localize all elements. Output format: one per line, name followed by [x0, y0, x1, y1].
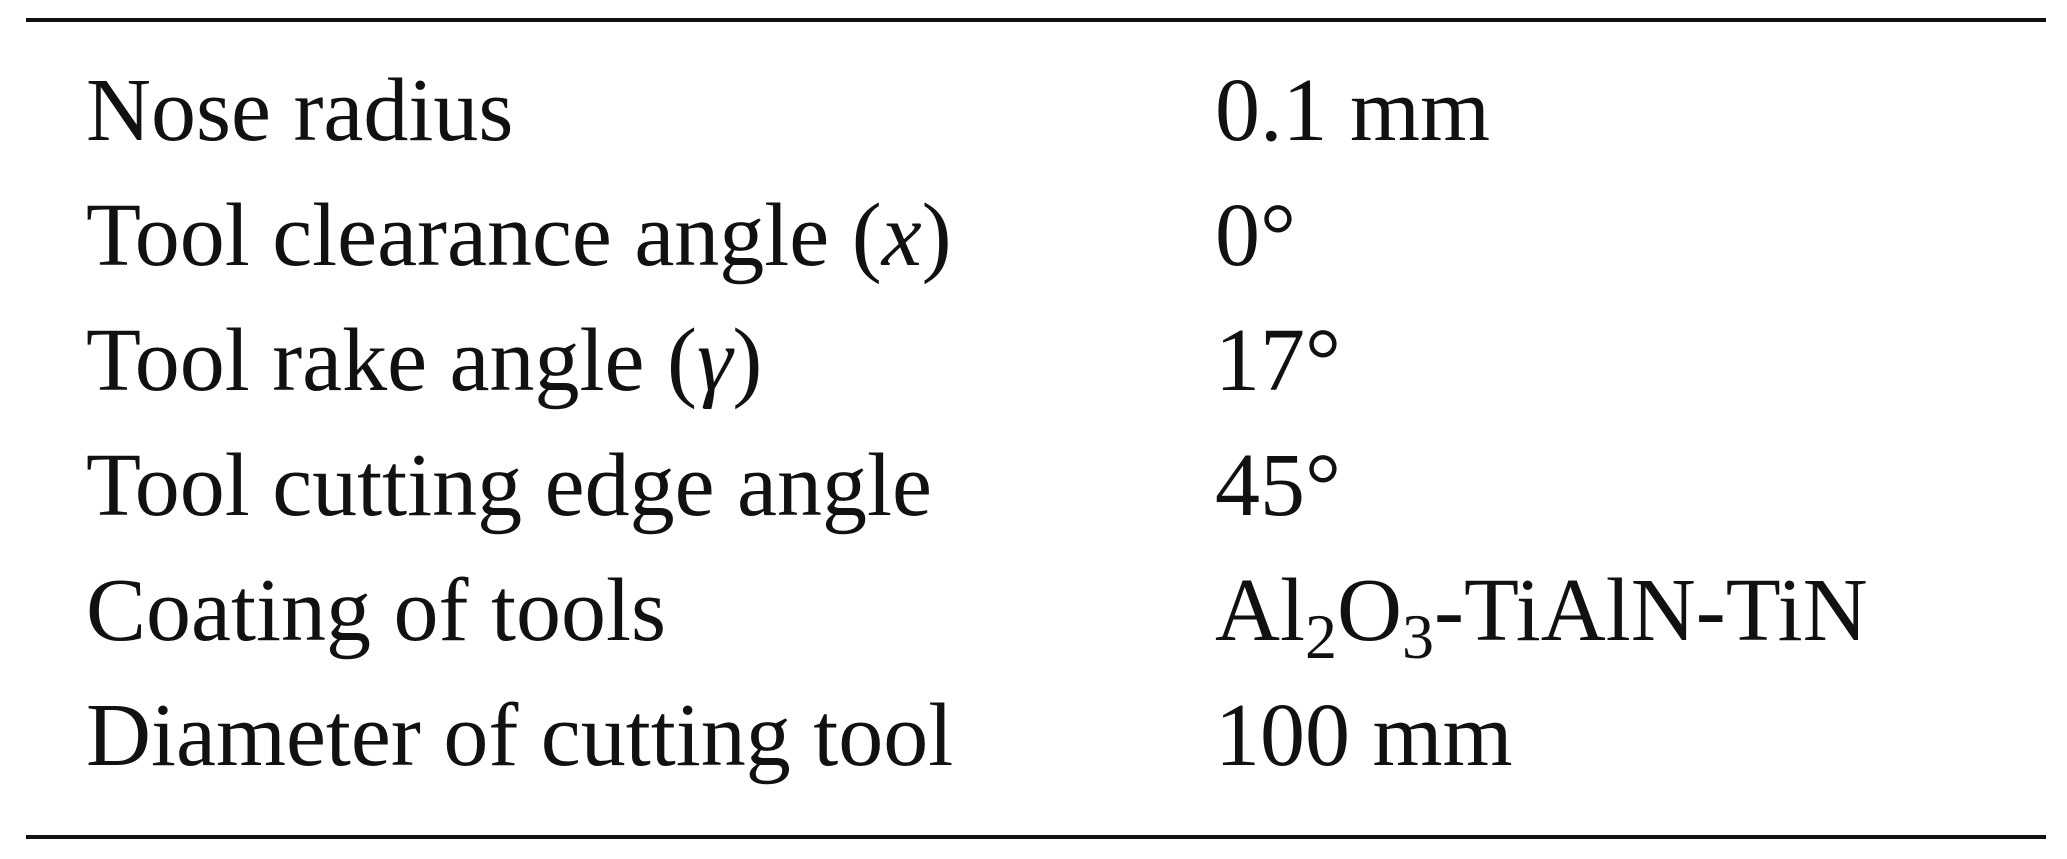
table-row: Tool rake angle (γ) 17°: [86, 298, 1868, 423]
parameter-table: Nose radius 0.1 mm Tool clearance angle (x…: [86, 48, 1868, 798]
text-run: 2: [1305, 600, 1337, 672]
text-run: ): [921, 185, 952, 285]
table-row: Coating of tools Al2O3-TiAlN-TiN: [86, 548, 1868, 673]
parameter-value: 0°: [1215, 185, 1296, 285]
top-rule: [26, 18, 2046, 22]
table-row: Nose radius 0.1 mm: [86, 48, 1868, 173]
text-run: x: [881, 185, 922, 285]
parameter-value: 45°: [1215, 435, 1341, 535]
parameter-name: Tool clearance angle (x): [86, 173, 1215, 298]
text-run: ): [732, 310, 763, 410]
parameter-name: Tool cutting edge angle: [86, 435, 932, 535]
table-row: Tool clearance angle (x) 0°: [86, 173, 1868, 298]
parameter-value: 100 mm: [1215, 685, 1513, 785]
parameter-name: Coating of tools: [86, 560, 666, 660]
table-row: Tool cutting edge angle 45°: [86, 423, 1868, 548]
text-run: Tool clearance angle (: [86, 185, 882, 285]
text-run: γ: [696, 310, 733, 410]
parameter-name: Diameter of cutting tool: [86, 685, 954, 785]
table-row: Diameter of cutting tool 100 mm: [86, 673, 1868, 798]
parameter-value: Al2O3-TiAlN-TiN: [1215, 548, 1868, 673]
text-run: 3: [1402, 600, 1434, 672]
parameter-name: Nose radius: [86, 60, 514, 160]
parameter-value: 0.1 mm: [1215, 60, 1491, 160]
text-run: O: [1337, 560, 1402, 660]
bottom-rule: [26, 835, 2046, 839]
parameter-value: 17°: [1215, 310, 1341, 410]
text-run: -TiAlN-TiN: [1434, 560, 1868, 660]
text-run: Al: [1215, 560, 1305, 660]
parameter-name: Tool rake angle (γ): [86, 298, 1215, 423]
text-run: Tool rake angle (: [86, 310, 697, 410]
